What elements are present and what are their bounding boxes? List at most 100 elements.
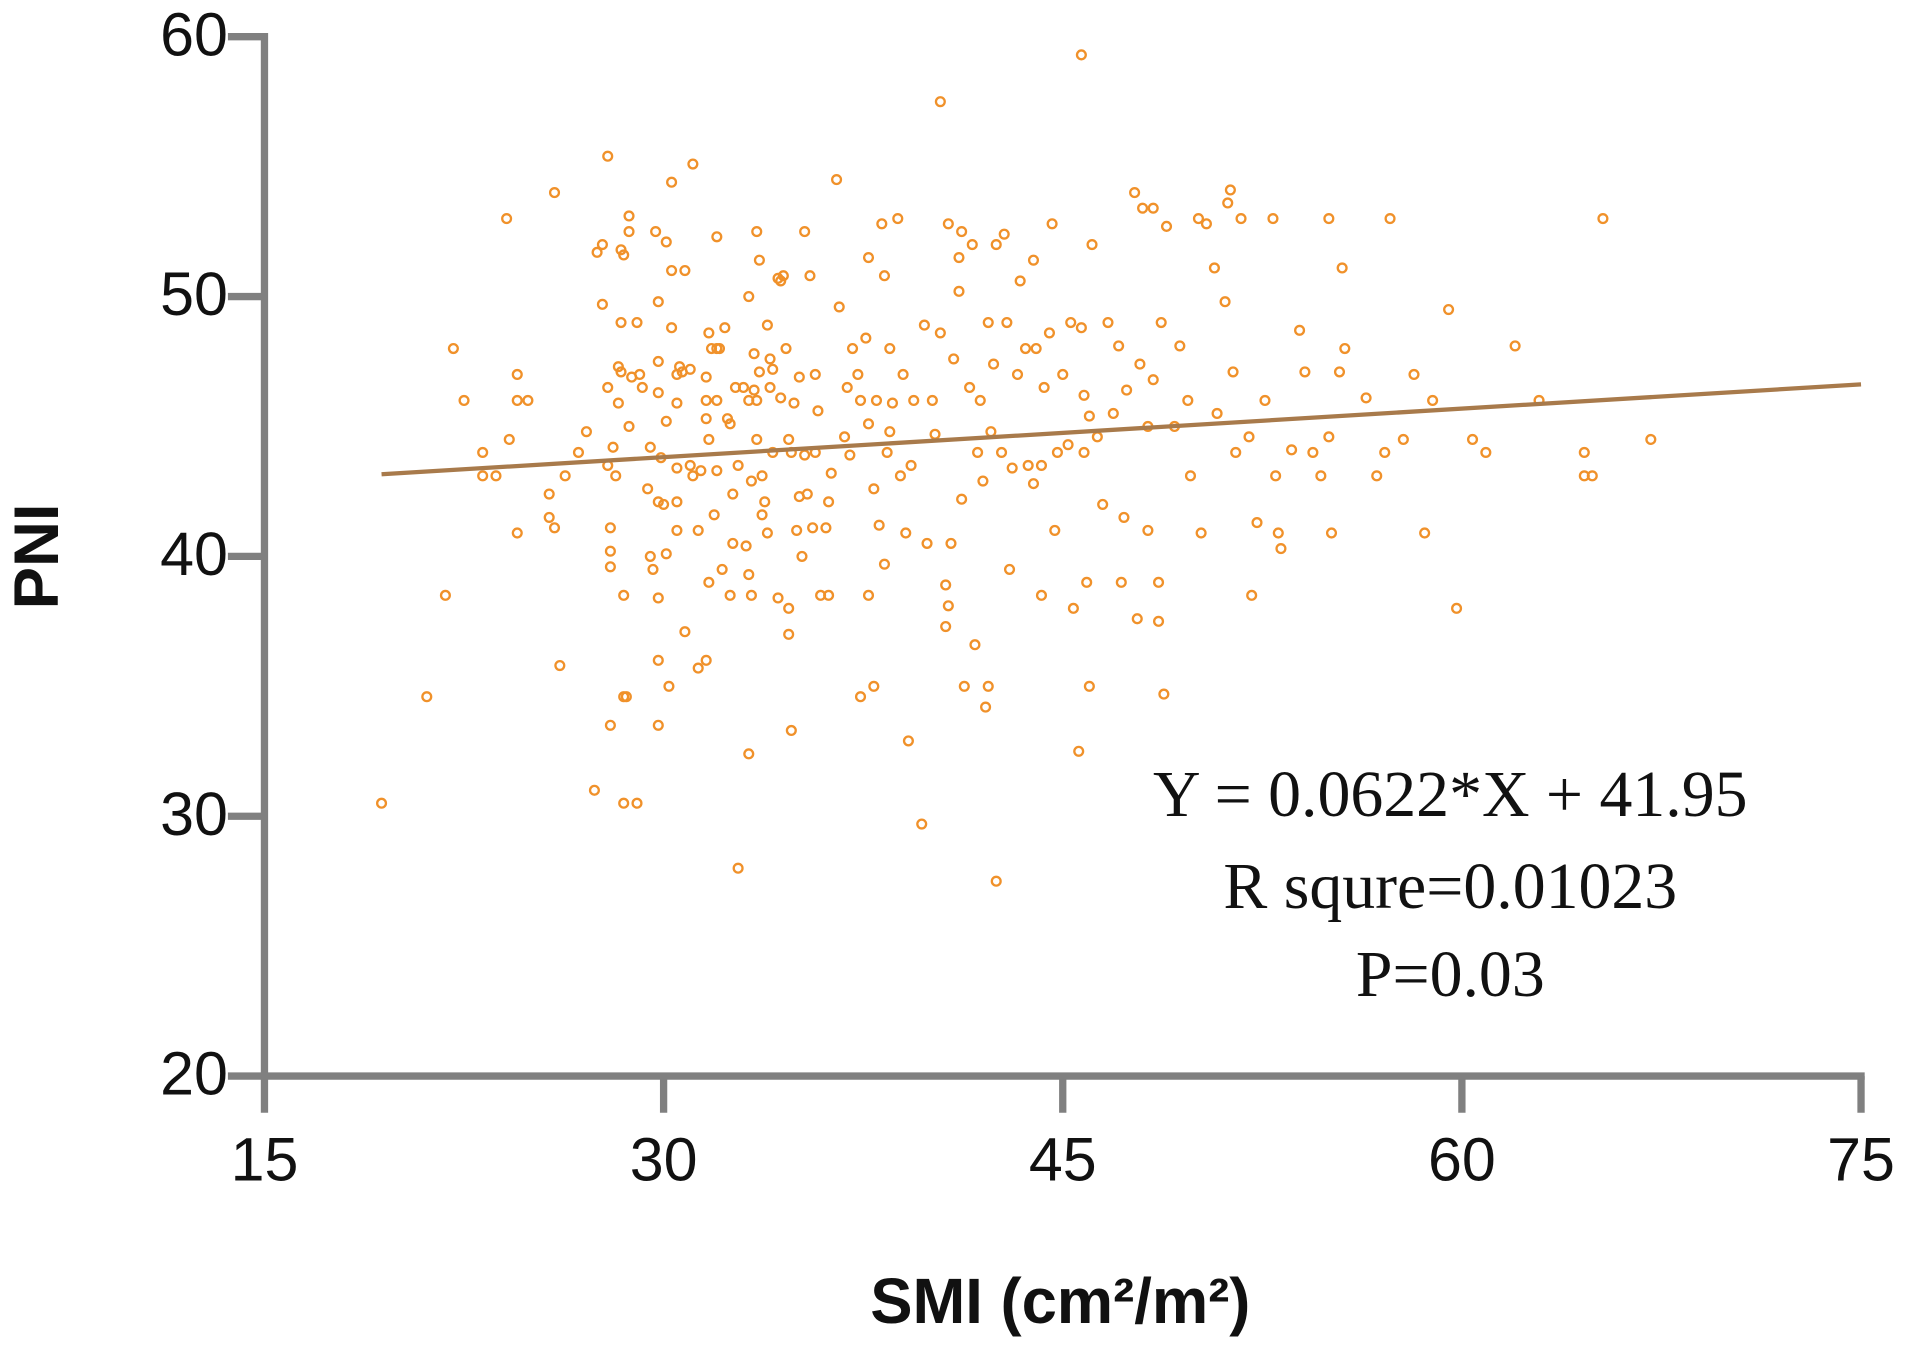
scatter-point — [799, 226, 811, 238]
scatter-point — [1192, 213, 1205, 225]
x-tick-label: 75 — [1827, 1125, 1895, 1193]
scatter-point — [1230, 446, 1242, 459]
scatter-point — [1243, 431, 1255, 443]
scatter-point — [642, 483, 654, 495]
scatter-point — [543, 488, 555, 500]
scatter-point — [751, 226, 763, 238]
scatter-point — [511, 394, 523, 407]
scatter-point — [1030, 342, 1042, 355]
scatter-point — [964, 381, 976, 394]
scatter-point — [868, 483, 880, 495]
scatter-point — [743, 290, 755, 303]
scatter-point — [745, 589, 757, 601]
equation: Y = 0.0622*X + 41.95 — [1153, 758, 1747, 831]
scatter-point — [918, 319, 930, 331]
scatter-point — [820, 522, 832, 534]
scatter-point — [881, 446, 893, 459]
scatter-point — [658, 498, 670, 510]
scatter-point — [663, 680, 675, 692]
scatter-point — [980, 701, 992, 713]
scatter-point — [953, 285, 965, 297]
scatter-point — [1049, 524, 1061, 536]
scatter-point — [823, 496, 835, 508]
scatter-point — [711, 394, 723, 407]
scatter-point — [477, 470, 489, 482]
scatter-point — [783, 433, 795, 446]
scatter-point — [1211, 407, 1223, 420]
scatter-point — [1078, 389, 1090, 401]
scatter-point — [1466, 433, 1479, 446]
scatter-point — [602, 381, 614, 394]
scatter-point — [1272, 527, 1284, 539]
scatter-point — [775, 392, 787, 404]
scatter-point — [1307, 446, 1319, 459]
scatter-point — [761, 319, 773, 331]
scatter-point — [1227, 366, 1239, 378]
scatter-point — [604, 545, 616, 557]
scatter-point — [618, 589, 630, 601]
scatter-point — [940, 579, 952, 591]
scatter-point — [1267, 213, 1279, 225]
scatter-point — [623, 420, 635, 433]
scatter-point — [1451, 602, 1463, 614]
scatter-point — [777, 270, 789, 282]
scatter-point — [862, 589, 875, 601]
scatter-point — [958, 680, 970, 692]
scatter-point — [708, 509, 720, 521]
scatter-point — [1158, 688, 1170, 700]
scatter-point — [846, 342, 859, 355]
scatter-point — [862, 251, 875, 264]
scatter-point — [684, 363, 696, 375]
scatter-point — [713, 342, 726, 355]
scatter-point — [732, 459, 744, 472]
scatter-point — [1121, 384, 1133, 396]
scatter-point — [511, 368, 523, 381]
scatter-point — [1134, 358, 1146, 370]
scatter-point — [660, 548, 672, 560]
scatter-point — [671, 524, 683, 536]
scatter-point — [1152, 615, 1165, 627]
scatter-point — [1019, 342, 1032, 355]
scatter-point — [604, 719, 616, 731]
scatter-point — [753, 254, 765, 266]
scatter-point — [767, 363, 779, 375]
scatter-point — [623, 210, 635, 222]
scatter-point — [695, 465, 707, 477]
scatter-point — [1182, 394, 1194, 407]
scatter-point — [900, 527, 912, 539]
scatter-point — [652, 387, 664, 399]
scatter-point — [700, 654, 712, 666]
y-axis-title: PNI — [2, 503, 72, 609]
scatter-point — [876, 218, 888, 230]
scatter-point — [703, 327, 715, 339]
scatter-point — [780, 342, 792, 355]
scatter-point — [666, 264, 678, 277]
scatter-point — [1083, 680, 1095, 692]
scatter-point — [1067, 602, 1079, 614]
scatter-point — [945, 537, 957, 549]
scatter-point — [1001, 316, 1013, 329]
scatter-point — [868, 680, 880, 692]
scatter-point — [745, 475, 757, 487]
scatter-point — [998, 228, 1010, 240]
scatter-point — [1323, 213, 1335, 225]
scatter-point — [1027, 478, 1040, 490]
scatter-point — [854, 394, 867, 407]
scatter-point — [1011, 368, 1024, 381]
scatter-point — [1371, 470, 1383, 482]
scatter-point — [612, 397, 624, 409]
scatter-point — [1480, 446, 1492, 459]
scatter-point — [376, 797, 388, 809]
scatter-point — [1062, 439, 1074, 451]
scatter-point — [860, 332, 872, 344]
scatter-point — [934, 327, 946, 339]
fit-line — [381, 382, 1862, 477]
scatter-point — [660, 415, 672, 427]
scatter-point — [884, 426, 896, 438]
scatter-point — [711, 465, 723, 477]
r-squared: R squre=0.01023 — [1223, 850, 1677, 923]
scatter-point — [618, 797, 630, 809]
scatter-point — [700, 413, 712, 425]
scatter-point — [596, 239, 608, 251]
scatter-point — [764, 381, 776, 394]
